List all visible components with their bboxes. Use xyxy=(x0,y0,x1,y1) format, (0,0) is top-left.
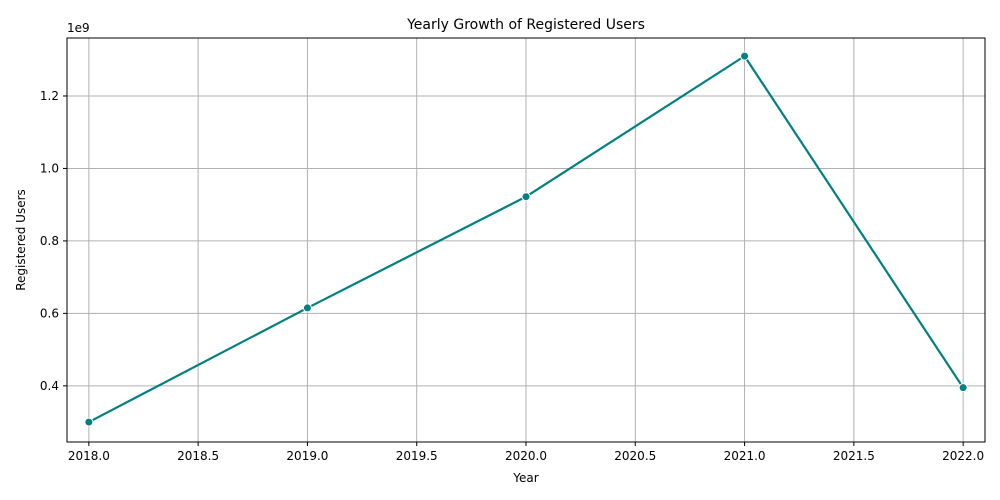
series-layer xyxy=(84,51,968,427)
axis-ticks: 2018.0 2018.5 2019.0 2019.5 2020.0 2020.5 2021… xyxy=(40,89,984,463)
x-tick-label: 2021.0 xyxy=(724,449,766,463)
y-tick-label: 1.2 xyxy=(40,89,59,103)
grid xyxy=(67,38,985,442)
y-offset-label: 1e9 xyxy=(67,21,90,35)
plot-frame xyxy=(66,37,986,443)
x-axis-title: Year xyxy=(512,471,538,485)
data-point xyxy=(521,192,531,202)
y-tick-label: 1.0 xyxy=(40,161,59,175)
x-tick-label: 2019.5 xyxy=(396,449,438,463)
y-axis-title: Registered Users xyxy=(14,189,28,291)
y-tick-label: 0.6 xyxy=(40,306,59,320)
x-tick-label: 2021.5 xyxy=(833,449,875,463)
y-tick-label: 0.4 xyxy=(40,379,59,393)
data-point xyxy=(302,303,312,313)
chart-title: Yearly Growth of Registered Users xyxy=(406,17,645,33)
x-tick-label: 2019.0 xyxy=(286,449,328,463)
data-point xyxy=(740,51,750,61)
data-point xyxy=(958,383,968,393)
data-point xyxy=(84,417,94,427)
x-tick-label: 2018.5 xyxy=(177,449,219,463)
y-tick-label: 0.8 xyxy=(40,234,59,248)
x-tick-label: 2018.0 xyxy=(68,449,110,463)
x-tick-label: 2020.5 xyxy=(614,449,656,463)
x-tick-label: 2020.0 xyxy=(505,449,547,463)
x-tick-label: 2022.0 xyxy=(942,449,984,463)
